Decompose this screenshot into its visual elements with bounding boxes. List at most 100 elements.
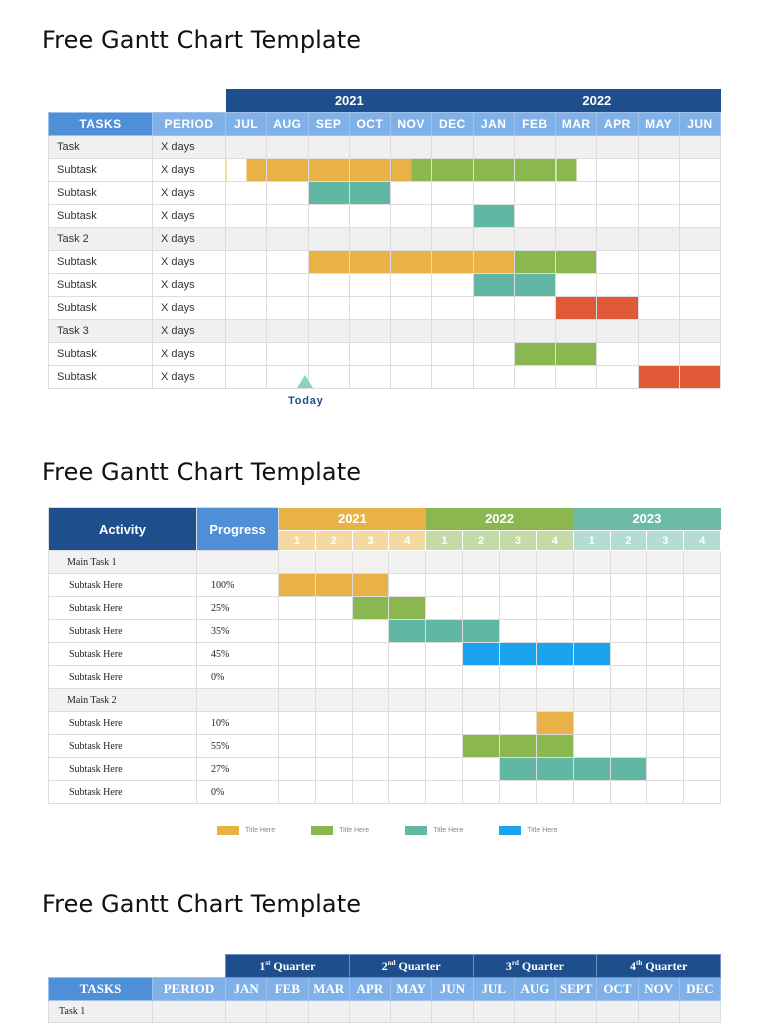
timeline-cell <box>348 318 392 343</box>
timeline-cell <box>388 757 427 781</box>
quarter-header: 3 <box>351 530 390 551</box>
column-header-row: TASKS PERIOD JUL AUG SEP OCT NOV DEC JAN FEB MAR AP… <box>48 111 722 136</box>
timeline-cell <box>637 134 680 159</box>
month-header: DEC <box>431 111 474 136</box>
month-header: NOV <box>637 977 680 1001</box>
quarter-header: 1 <box>278 530 316 551</box>
quarter-header: 4 <box>683 530 722 551</box>
subtask-row: Subtask X days <box>48 341 722 366</box>
timeline-cell <box>388 550 427 574</box>
timeline-cell <box>348 226 392 251</box>
gantt-table-2: Activity Progress 2021 2022 2023 1 2 3 4 1 2 3 4 1 2 3 4… <box>48 507 722 804</box>
activity-header: Activity <box>48 507 197 551</box>
task-name: Subtask <box>48 180 153 205</box>
timeline-cell <box>224 341 268 366</box>
timeline-cell <box>555 272 598 297</box>
timeline-cell <box>307 341 350 366</box>
timeline-cell <box>609 550 648 574</box>
timeline-cell <box>266 318 309 343</box>
subtask-row: Subtask Here 100% <box>48 573 722 597</box>
timeline-cell <box>678 180 722 205</box>
progress-value: 45% <box>196 642 279 666</box>
subtask-row: Subtask X days <box>48 364 722 389</box>
timeline-cell <box>431 203 474 228</box>
timeline-cell <box>555 203 598 228</box>
timeline-cell <box>314 734 353 758</box>
timeline-cell <box>314 757 353 781</box>
progress-value: 0% <box>196 780 279 804</box>
quarter-number: 3 <box>505 958 512 973</box>
timeline-cell <box>596 318 639 343</box>
timeline-cell <box>499 665 537 689</box>
gantt-bar-cell <box>637 364 680 389</box>
gantt-bar-cell <box>431 249 474 274</box>
month-header: FEB <box>513 111 557 136</box>
quarter-header: 2 <box>609 530 648 551</box>
timeline-cell <box>224 318 268 343</box>
timeline-cell <box>472 364 515 389</box>
timeline-cell <box>596 226 639 251</box>
progress-value: 0% <box>196 665 279 689</box>
timeline-cell <box>637 249 680 274</box>
gantt-bar-cell <box>307 157 350 182</box>
timeline-cell <box>646 734 685 758</box>
gantt-bar-cell <box>462 734 501 758</box>
timeline-cell <box>224 272 268 297</box>
subtask-row: Subtask Here 25% <box>48 596 722 620</box>
task-period: X days <box>152 249 226 274</box>
timeline-cell <box>388 734 427 758</box>
timeline-cell <box>314 665 353 689</box>
timeline-cell <box>314 688 353 712</box>
timeline-cell <box>596 180 639 205</box>
timeline-cell <box>224 203 268 228</box>
timeline-cell <box>572 665 611 689</box>
month-header: JAN <box>224 977 268 1001</box>
tasks-header: TASKS <box>48 111 153 136</box>
task-period: X days <box>152 272 226 297</box>
activity-name: Subtask Here <box>48 642 197 666</box>
quarter-header: 2 <box>462 530 501 551</box>
column-header-row: TASKS PERIOD JAN FEB MAR APR MAY JUN JUL AUG SEPT O… <box>48 977 722 1001</box>
gantt-bar-cell <box>472 272 515 297</box>
subtask-row: Subtask Here 45% <box>48 642 722 666</box>
header-corner <box>49 955 226 978</box>
task-period: X days <box>152 341 226 366</box>
period-header: PERIOD <box>152 111 226 136</box>
month-header: JUL <box>224 111 268 136</box>
gantt-bar-cell <box>348 157 392 182</box>
timeline-cell <box>389 341 433 366</box>
timeline-cell <box>683 757 722 781</box>
timeline-cell <box>278 619 316 643</box>
month-header: MAR <box>307 977 350 1001</box>
progress-value <box>196 550 279 574</box>
gantt-bar-cell <box>389 157 433 182</box>
timeline-cell <box>389 1000 433 1023</box>
subtask-row: Subtask X days <box>48 157 722 182</box>
timeline-cell <box>425 573 464 597</box>
timeline-cell <box>609 665 648 689</box>
month-header: JAN <box>472 111 515 136</box>
gantt-bar-cell <box>596 295 639 320</box>
gantt-bar-cell <box>513 341 557 366</box>
timeline-cell <box>555 1000 598 1023</box>
timeline-cell <box>609 596 648 620</box>
timeline-cell <box>307 203 350 228</box>
quarter-label: Quarter <box>645 958 688 973</box>
timeline-cell <box>678 203 722 228</box>
timeline-cell <box>472 226 515 251</box>
gantt-bar-cell <box>555 295 598 320</box>
timeline-cell <box>425 665 464 689</box>
timeline-cell <box>596 157 639 182</box>
task-name: Subtask <box>48 249 153 274</box>
timeline-cell <box>462 573 501 597</box>
task-name: Subtask <box>48 341 153 366</box>
gantt-table-1: 2021 2022 TASKS PERIOD JUL AUG SEP OCT NOV DEC JAN… <box>48 89 722 389</box>
timeline-cell <box>307 272 350 297</box>
legend-item: Title Here <box>311 826 369 835</box>
timeline-cell <box>555 226 598 251</box>
gantt-bar-cell <box>678 364 722 389</box>
timeline-cell <box>499 596 537 620</box>
quarter-suffix: rd <box>511 958 519 967</box>
quarter-header: 1st Quarter <box>225 954 350 978</box>
gantt-bar-cell <box>572 757 611 781</box>
